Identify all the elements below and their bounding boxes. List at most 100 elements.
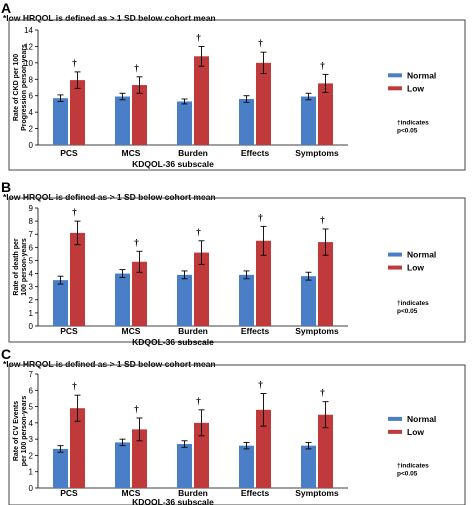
significance-marker: † bbox=[258, 380, 263, 390]
y-tick-label: 8 bbox=[29, 75, 34, 84]
y-tick-label: 6 bbox=[29, 386, 34, 395]
bar-low-pcs bbox=[70, 408, 85, 488]
significance-footnote: p<0.05 bbox=[397, 470, 418, 477]
y-tick-label: 6 bbox=[29, 243, 34, 252]
y-tick-label: 0 bbox=[29, 141, 34, 150]
x-axis-title: KDQOL-36 subscale bbox=[132, 337, 214, 347]
panel-letter: B bbox=[1, 179, 11, 195]
x-axis-title: KDQOL-36 subscale bbox=[132, 497, 214, 505]
y-tick-label: 4 bbox=[29, 419, 34, 428]
bar-normal-mcs bbox=[115, 273, 130, 326]
y-tick-label: 4 bbox=[29, 108, 34, 117]
y-tick-label: 7 bbox=[29, 370, 34, 379]
bar-normal-pcs bbox=[53, 98, 68, 145]
bar-low-effects bbox=[256, 409, 271, 488]
panel-c: C*low HRQOL is defined as > 1 SD below c… bbox=[1, 346, 466, 505]
x-tick-label: Symptoms bbox=[295, 148, 339, 158]
y-axis-title: Rate of CKD per 100Progression person-ye… bbox=[13, 44, 28, 131]
legend-swatch-normal bbox=[388, 252, 402, 257]
x-tick-label: PCS bbox=[60, 148, 78, 158]
legend-label-normal: Normal bbox=[407, 70, 436, 80]
bar-low-symptoms bbox=[318, 414, 333, 488]
panel-letter: C bbox=[1, 346, 11, 362]
legend-label-normal: Normal bbox=[407, 414, 436, 424]
y-tick-label: 14 bbox=[24, 26, 33, 35]
y-tick-label: 2 bbox=[29, 451, 34, 460]
y-tick-label: 3 bbox=[29, 435, 34, 444]
bar-normal-burden bbox=[177, 101, 192, 145]
bar-normal-effects bbox=[239, 99, 254, 145]
x-axis-title: KDQOL-36 subscale bbox=[132, 159, 214, 169]
y-tick-label: 0 bbox=[29, 322, 34, 331]
significance-marker: † bbox=[134, 404, 139, 414]
bar-normal-symptoms bbox=[301, 445, 316, 488]
bar-low-effects bbox=[256, 62, 271, 145]
definition-note: *low HRQOL is defined as > 1 SD below co… bbox=[3, 13, 216, 23]
significance-marker: † bbox=[196, 227, 201, 237]
significance-footnote: p<0.05 bbox=[397, 127, 418, 134]
y-tick-label: 12 bbox=[24, 42, 33, 51]
x-tick-label: Burden bbox=[178, 148, 208, 158]
legend-swatch-low bbox=[388, 429, 402, 434]
legend-label-low: Low bbox=[407, 83, 424, 93]
bar-normal-pcs bbox=[53, 448, 68, 488]
y-tick-label: 10 bbox=[24, 59, 33, 68]
legend-label-normal: Normal bbox=[407, 250, 436, 260]
legend-label-low: Low bbox=[407, 263, 424, 273]
bar-normal-mcs bbox=[115, 442, 130, 488]
bar-low-effects bbox=[256, 240, 271, 326]
significance-marker: † bbox=[134, 237, 139, 247]
bar-low-mcs bbox=[132, 261, 147, 326]
bar-low-burden bbox=[194, 56, 209, 145]
x-tick-label: Effects bbox=[241, 148, 270, 158]
bar-normal-symptoms bbox=[301, 96, 316, 145]
y-axis-title: Rate of CV Eventsper 100 person-years bbox=[13, 396, 28, 467]
significance-marker: † bbox=[134, 63, 139, 73]
bar-low-burden bbox=[194, 252, 209, 326]
x-tick-label: MCS bbox=[122, 326, 141, 336]
bar-low-pcs bbox=[70, 232, 85, 326]
bar-normal-symptoms bbox=[301, 276, 316, 326]
bar-normal-pcs bbox=[53, 280, 68, 326]
y-tick-label: 9 bbox=[29, 204, 34, 213]
significance-marker: † bbox=[258, 212, 263, 222]
y-axis-title: Rate of death per100 person-years bbox=[13, 238, 28, 296]
bar-low-mcs bbox=[132, 85, 147, 145]
y-tick-label: 1 bbox=[29, 468, 34, 477]
x-tick-label: Burden bbox=[178, 326, 208, 336]
bar-low-symptoms bbox=[318, 83, 333, 145]
legend-swatch-low bbox=[388, 265, 402, 270]
significance-footnote: †indicates bbox=[397, 462, 429, 469]
y-tick-label: 1 bbox=[29, 309, 34, 318]
bar-low-pcs bbox=[70, 80, 85, 145]
y-tick-label: 4 bbox=[29, 270, 34, 279]
significance-footnote: †indicates bbox=[397, 300, 429, 307]
panel-frame bbox=[8, 19, 466, 171]
x-tick-label: Burden bbox=[178, 488, 208, 498]
y-tick-label: 0 bbox=[29, 484, 34, 493]
y-tick-label: 5 bbox=[29, 256, 34, 265]
definition-note: *low HRQOL is defined as > 1 SD below co… bbox=[3, 192, 216, 202]
bar-normal-burden bbox=[177, 274, 192, 326]
y-tick-label: 5 bbox=[29, 403, 34, 412]
bar-normal-effects bbox=[239, 445, 254, 488]
legend-swatch-low bbox=[388, 86, 402, 91]
significance-marker: † bbox=[196, 396, 201, 406]
significance-marker: † bbox=[196, 32, 201, 42]
x-tick-label: Effects bbox=[241, 488, 270, 498]
bar-low-mcs bbox=[132, 429, 147, 488]
significance-marker: † bbox=[320, 215, 325, 225]
significance-marker: † bbox=[320, 60, 325, 70]
y-tick-label: 2 bbox=[29, 296, 34, 305]
y-tick-label: 2 bbox=[29, 125, 34, 134]
y-tick-label: 8 bbox=[29, 217, 34, 226]
panel-letter: A bbox=[1, 0, 11, 16]
y-tick-label: 3 bbox=[29, 283, 34, 292]
bar-normal-mcs bbox=[115, 96, 130, 145]
bar-low-burden bbox=[194, 422, 209, 488]
bar-normal-effects bbox=[239, 274, 254, 326]
legend-swatch-normal bbox=[388, 416, 402, 421]
legend-swatch-normal bbox=[388, 73, 402, 78]
panel-a: A*low HRQOL is defined as > 1 SD below c… bbox=[1, 0, 466, 171]
